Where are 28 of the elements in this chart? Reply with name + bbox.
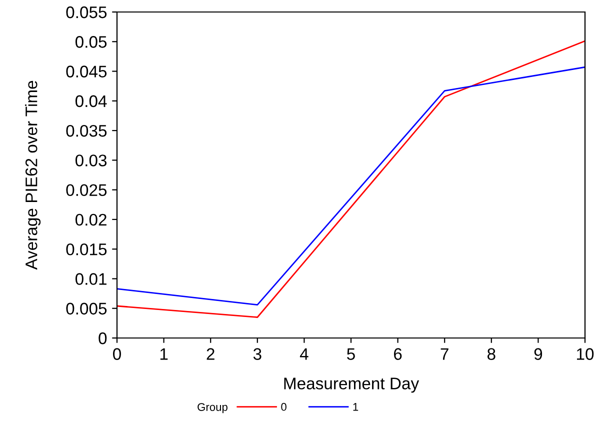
- x-tick-label: 7: [440, 348, 448, 360]
- x-tick-label: 2: [206, 348, 214, 360]
- y-tick-label: 0.03: [75, 154, 107, 166]
- y-tick-label: 0.01: [75, 273, 106, 285]
- y-tick-label: 0.055: [66, 6, 107, 18]
- y-tick-label: 0.015: [66, 243, 107, 256]
- x-tick-label: 0: [113, 348, 121, 360]
- y-tick-label: 0.035: [66, 124, 107, 137]
- x-tick-label: 6: [394, 348, 402, 360]
- x-tick-label: 4: [300, 348, 308, 360]
- x-tick-label: 1: [160, 348, 168, 360]
- y-tick-label: 0.005: [66, 302, 107, 315]
- y-tick-label: 0.05: [75, 36, 107, 48]
- x-tick-label: 5: [347, 348, 355, 360]
- y-axis-title: Average PIE62 over Time: [25, 80, 41, 270]
- y-tick-label: 0: [98, 332, 107, 344]
- y-tick-label: 0.045: [66, 66, 107, 78]
- x-tick-label: 8: [487, 348, 496, 360]
- x-tick-label: 3: [253, 348, 262, 360]
- legend-label: 1: [353, 403, 358, 411]
- x-tick-label: 9: [534, 348, 542, 360]
- x-tick-label: 10: [577, 348, 594, 360]
- y-tick-label: 0.025: [66, 184, 107, 196]
- y-tick-label: 0.02: [75, 214, 106, 226]
- legend-label: 0: [281, 402, 286, 411]
- legend-title: Group: [198, 403, 228, 414]
- x-axis-title: Measurement Day: [284, 378, 420, 393]
- y-tick-label: 0.04: [75, 95, 107, 108]
